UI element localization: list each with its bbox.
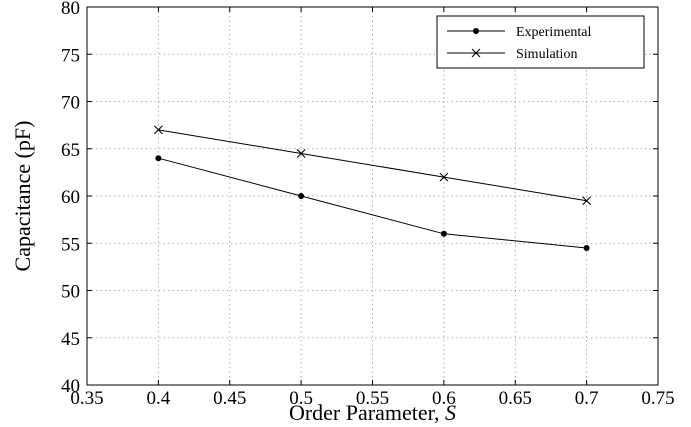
x-tick-label: 0.4 <box>147 388 171 409</box>
x-axis-label-text: Order Parameter, <box>289 400 445 425</box>
series-experimental <box>155 155 590 251</box>
cross-stroke <box>153 125 163 135</box>
grid <box>87 7 658 385</box>
data-point-simulation <box>296 149 306 158</box>
y-axis-label: Capacitance (pF) <box>10 121 35 272</box>
legend-marker <box>471 48 481 58</box>
legend-box <box>436 15 645 69</box>
x-tick-label: 0.65 <box>499 388 532 409</box>
y-tick-label: 80 <box>61 0 80 19</box>
data-point-simulation <box>153 125 163 135</box>
y-tick-label: 60 <box>61 187 80 208</box>
legend-item-simulation: Simulation <box>447 47 577 62</box>
legend-item-experimental: Experimental <box>447 25 592 40</box>
y-tick-label: 50 <box>61 282 80 303</box>
y-tick-label: 55 <box>61 234 80 255</box>
legend-marker <box>473 28 479 34</box>
y-tick-label: 70 <box>61 93 80 114</box>
data-point-experimental <box>155 155 162 162</box>
series-line-simulation <box>158 129 587 202</box>
legend: Experimental Simulation <box>436 15 645 69</box>
legend-label: Simulation <box>516 47 577 62</box>
series-layer <box>153 125 592 251</box>
data-point-experimental <box>298 193 305 199</box>
x-tick-label: 0.75 <box>641 388 674 409</box>
x-tick-label: 0.5 <box>289 388 313 409</box>
legend-label: Experimental <box>516 25 592 40</box>
ticks <box>86 6 659 386</box>
series-simulation <box>153 125 592 206</box>
cross-stroke <box>439 172 449 182</box>
y-tick-label: 65 <box>61 140 80 161</box>
y-tick-label: 45 <box>61 329 80 350</box>
cross-stroke <box>582 196 592 206</box>
x-tick-label: 0.45 <box>213 388 246 409</box>
x-axis-label-symbol: S <box>445 400 456 425</box>
data-point-experimental <box>583 244 590 251</box>
x-tick-label: 0.55 <box>356 388 389 409</box>
x-tick-label: 0.35 <box>70 388 103 409</box>
series-line-experimental <box>158 157 587 249</box>
x-tick-label: 0.7 <box>575 388 599 409</box>
y-tick-label: 75 <box>61 45 80 66</box>
y-tick-label: 40 <box>61 376 80 397</box>
cross-stroke <box>296 149 306 158</box>
data-point-experimental <box>440 230 447 237</box>
legend-items: Experimental Simulation <box>447 25 592 62</box>
data-point-simulation <box>439 172 449 182</box>
x-axis-label: Order Parameter, S <box>289 400 456 425</box>
tick-labels: 0.35 0.4 0.45 0.5 0.55 0.6 0.65 0.7 0.75 40 45 50 55… <box>61 0 675 409</box>
cross-stroke <box>471 48 481 58</box>
data-point-simulation <box>582 196 592 206</box>
x-tick-label: 0.6 <box>432 388 456 409</box>
